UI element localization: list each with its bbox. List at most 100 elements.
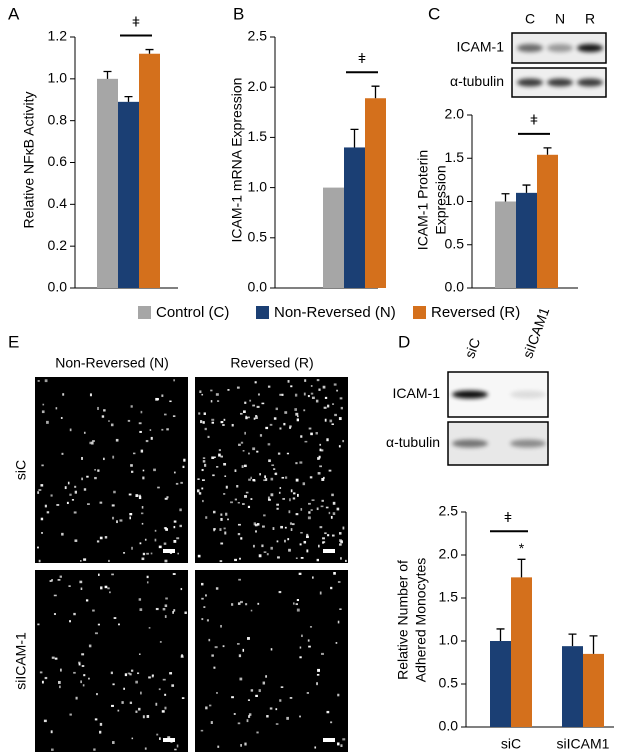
cell [159, 737, 161, 740]
cell [158, 545, 162, 549]
cell [310, 392, 314, 395]
cell [308, 511, 311, 514]
cell [319, 591, 322, 595]
cell [342, 439, 345, 443]
cell [207, 435, 210, 439]
cell [291, 523, 295, 526]
micrograph [195, 570, 348, 752]
cell [275, 708, 278, 711]
cell [342, 738, 346, 741]
cell [164, 559, 168, 563]
cell [179, 524, 182, 528]
cell [140, 512, 144, 515]
cell [116, 520, 118, 524]
cell [99, 730, 102, 734]
cell [110, 671, 113, 675]
cell [332, 512, 336, 515]
cell [142, 469, 145, 472]
y-tick-label: 0.0 [248, 279, 268, 295]
cell [306, 533, 309, 536]
cell [266, 553, 269, 556]
cell [300, 557, 304, 559]
cell [216, 692, 218, 694]
cell [234, 469, 237, 473]
cell [311, 396, 315, 400]
cell [99, 722, 103, 726]
cell [113, 617, 117, 619]
cell [265, 478, 268, 481]
cell [164, 413, 167, 416]
cell [316, 558, 320, 562]
cell [263, 514, 266, 517]
cell [222, 645, 225, 648]
cell [165, 528, 168, 531]
micrograph-bg [35, 377, 188, 563]
cell [118, 623, 120, 626]
micrograph [35, 570, 188, 752]
cell [138, 496, 142, 500]
cell [245, 415, 247, 418]
cell [319, 443, 322, 446]
cell [308, 427, 312, 430]
cell [333, 383, 337, 386]
y-tick-label: 2.0 [248, 78, 268, 94]
significance-mark: ǂ [358, 50, 366, 66]
cell [111, 704, 114, 707]
cell [50, 494, 53, 497]
cell [295, 513, 299, 516]
cell [297, 415, 299, 418]
significance-star: * [519, 540, 525, 556]
cell [314, 746, 317, 749]
cell [220, 517, 223, 521]
cell [205, 516, 208, 519]
row-label: siICAM-1 [13, 632, 29, 690]
cell [164, 604, 168, 608]
cell [131, 546, 133, 550]
cell [301, 634, 303, 638]
cell [172, 610, 174, 614]
micrograph-bg [195, 377, 348, 563]
cell [217, 745, 220, 748]
cell [81, 477, 84, 481]
cell [111, 573, 114, 576]
cell [203, 606, 206, 608]
bar [583, 653, 604, 727]
cell [96, 540, 100, 543]
cell [338, 417, 342, 421]
y-tick-label: 1.0 [248, 178, 268, 194]
cell [204, 427, 207, 431]
cell [298, 572, 302, 575]
cell [220, 542, 224, 545]
cell [248, 713, 252, 716]
cell [163, 527, 166, 530]
cell [246, 719, 249, 723]
cell [336, 507, 340, 511]
cell [37, 380, 40, 382]
cell [245, 416, 248, 420]
cell [300, 435, 303, 438]
cell [269, 423, 273, 426]
blot-row-label: α-tubulin [386, 434, 440, 450]
cell [284, 476, 288, 479]
cell [253, 417, 256, 420]
y-tick-label: 0.5 [439, 675, 459, 691]
cell [41, 532, 43, 534]
cell [211, 418, 215, 421]
cell [287, 538, 290, 540]
y-tick-label: 1.0 [439, 632, 459, 648]
cell [211, 421, 215, 424]
cell [337, 581, 341, 583]
cell [161, 428, 164, 431]
bar [511, 577, 532, 727]
cell [132, 452, 136, 455]
cell [146, 575, 149, 579]
cell [38, 559, 41, 563]
cell [73, 511, 77, 514]
cell [279, 427, 282, 430]
cell [216, 466, 219, 468]
cell [155, 607, 159, 611]
cell [317, 668, 320, 672]
cell [234, 558, 237, 562]
cell [317, 457, 319, 460]
cell [276, 540, 279, 543]
